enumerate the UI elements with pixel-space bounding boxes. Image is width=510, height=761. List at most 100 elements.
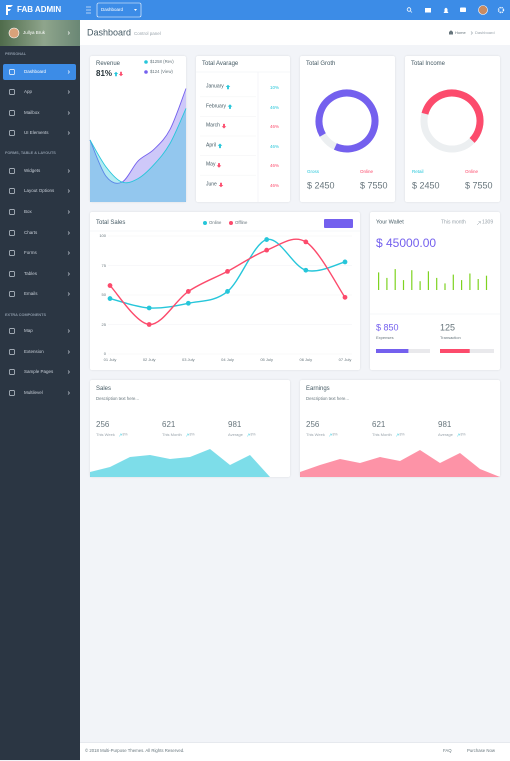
menu-item[interactable]: App (24, 88, 33, 94)
stat-change: 8% (122, 432, 128, 437)
stat-change: 8% (460, 432, 466, 437)
average-card (196, 56, 290, 202)
button-label[interactable]: View Details (327, 220, 350, 226)
stat-label: This Week (96, 432, 115, 437)
stat-label: Average (438, 432, 453, 437)
percentage: 46% (270, 163, 280, 169)
menu-item[interactable]: Tables (24, 270, 38, 276)
menu-item[interactable]: Map (24, 327, 33, 333)
earnings-card (300, 380, 500, 477)
stat-label: Expenses (376, 335, 394, 340)
menu-item[interactable]: Multilevel (24, 389, 43, 395)
stat-value: 621 (372, 420, 386, 429)
stat-change: 8% (189, 432, 195, 437)
footer-link[interactable]: Purchase Now (467, 747, 495, 753)
menu-item[interactable]: Charts (24, 229, 38, 235)
legend-label: $1258 (Rev) (150, 58, 174, 64)
card-title: Sales (96, 386, 112, 392)
percentage: 46% (270, 143, 280, 149)
month: March (206, 122, 220, 129)
breadcrumb[interactable]: Home (455, 30, 466, 35)
menu-item[interactable]: Emails (24, 290, 38, 296)
menu-section: PERSONAL (5, 52, 27, 57)
footer-link[interactable]: FAQ (443, 747, 452, 753)
menu-item[interactable]: Mailbox (24, 109, 40, 115)
x-tick-label: 06 July (299, 357, 313, 362)
menu-item[interactable]: UI Elements (24, 129, 49, 135)
gauge-value: $ 2450 (307, 180, 335, 191)
menu-item[interactable]: Forms (24, 249, 37, 255)
y-tick-label: 50 (101, 292, 106, 297)
menu-item[interactable]: Dashboard (24, 68, 47, 74)
card-title: Revenue (96, 61, 121, 67)
footer (80, 742, 510, 761)
x-tick-label: 02 July (142, 357, 156, 362)
gauge-value: $ 2450 (412, 180, 440, 191)
page-title: Dashboard (87, 27, 132, 38)
menu-item[interactable]: Extension (24, 348, 44, 354)
x-tick-label: 03 July (181, 357, 195, 362)
percentage: 10% (270, 84, 280, 90)
sales-card (90, 380, 290, 477)
stat-value: 621 (162, 420, 176, 429)
menu-section: FORMS, TABLE & LAYOUTS (5, 151, 56, 156)
stat-change: 8% (399, 432, 405, 437)
y-tick-label: 75 (101, 262, 106, 268)
description: Description text here... (306, 395, 349, 401)
brand: FAB ADMIN (17, 5, 62, 14)
stat-value: 125 (440, 322, 456, 333)
change: 1309 (482, 219, 494, 226)
month: April (206, 142, 217, 149)
month: June (206, 181, 217, 188)
gauge-label: Retail (412, 168, 424, 174)
card-title: Your Wallet (376, 219, 404, 226)
stat-change: 8% (250, 432, 256, 437)
breadcrumb: Dashboard (475, 30, 495, 35)
percentage: 46% (270, 123, 280, 129)
menu-section: EXTRA COMPONENTS (5, 313, 46, 318)
y-tick-label: 100 (99, 233, 106, 238)
stat-change: 8% (332, 432, 338, 437)
card-title: Total Avarage (202, 61, 239, 67)
menu-item[interactable]: Box (24, 208, 32, 214)
stat-label: Average (228, 432, 243, 437)
user-name[interactable]: Jullya Bruk (23, 29, 46, 35)
percentage: 46% (270, 182, 280, 188)
stat-label: Transaction (440, 335, 461, 340)
gauge-value: $ 7550 (465, 180, 493, 191)
y-tick-label: 25 (101, 321, 106, 327)
x-tick-label: 05 July (260, 357, 273, 362)
page-header (80, 20, 510, 45)
gauge-value: $ 7550 (360, 180, 388, 191)
card-title: Earnings (306, 386, 330, 392)
legend-label: Online (209, 219, 222, 225)
menu-item[interactable]: Sample Pages (24, 368, 54, 374)
stat-label: This Month (162, 432, 182, 437)
menu-button-label[interactable]: Dashboard (101, 6, 124, 12)
x-tick-label: 01 July (103, 357, 117, 362)
stat-value: 256 (96, 420, 110, 429)
sidebar (0, 20, 80, 760)
stat-label: This Week (306, 432, 325, 437)
menu-item[interactable]: Widgets (24, 167, 41, 173)
stat-value: 981 (438, 420, 452, 429)
description: Description text here... (96, 395, 139, 401)
x-tick-label: 04 July (221, 357, 234, 362)
topbar (0, 0, 510, 20)
legend-label: $124 (View) (150, 68, 173, 74)
page-subtitle: Control panel (134, 30, 161, 36)
stat-label: This Month (372, 432, 392, 437)
stat-value: 981 (228, 420, 242, 429)
menu-item[interactable]: Layout Options (24, 187, 55, 193)
wallet-card (370, 212, 500, 370)
balance: $ 45000.00 (376, 236, 437, 250)
percentage: 46% (270, 104, 280, 110)
active-menu-item[interactable] (3, 64, 76, 80)
card-title: Total Groth (306, 61, 336, 67)
month: February (206, 103, 227, 110)
x-tick-label: 07 July (338, 357, 352, 362)
gauge-label: Gross (307, 168, 320, 174)
gauge-label: Online (465, 168, 479, 174)
revenue-percent: 81% (96, 69, 113, 78)
